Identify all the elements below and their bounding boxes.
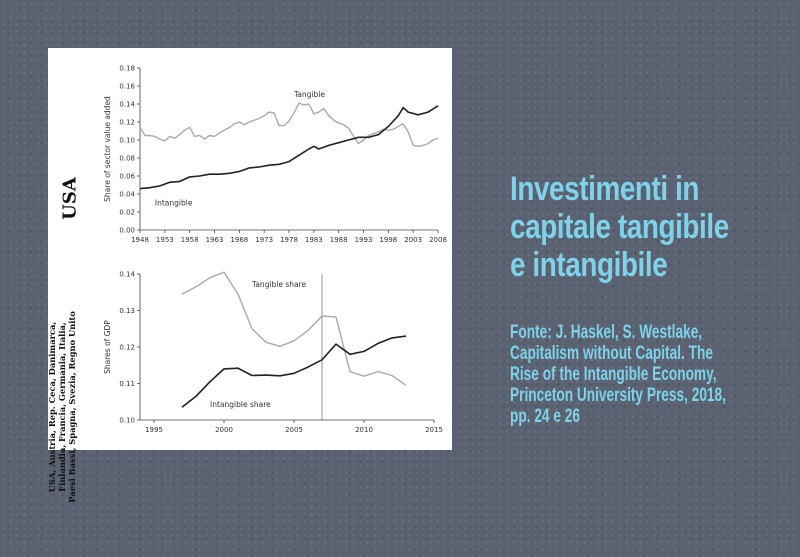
source-citation: Fonte: J. Haskel, S. Westlake, Capitalis… (510, 322, 748, 427)
x-tick-label: 1988 (330, 236, 348, 244)
y-tick-label: 0.08 (119, 155, 135, 163)
series-label: Tangible share (251, 280, 307, 289)
source-line: Capitalism without Capital. The (510, 343, 713, 364)
x-tick-label: 1973 (255, 236, 273, 244)
title-line: Investimenti in (510, 170, 700, 208)
y-tick-label: 0.10 (119, 137, 135, 145)
x-tick-label: 1995 (145, 426, 163, 434)
series-line-tangible-share (181, 271, 407, 386)
x-tick-label: 2000 (215, 426, 233, 434)
x-tick-label: 1993 (355, 236, 373, 244)
y-axis-label: Shares of GDP (103, 320, 112, 374)
y-tick-label: 0.16 (119, 83, 135, 91)
y-tick-label: 0.13 (119, 307, 135, 315)
x-tick-label: 1983 (305, 236, 323, 244)
y-tick-label: 0.14 (119, 271, 135, 279)
source-line: Rise of the Intangible Economy, (510, 364, 717, 385)
x-tick-label: 2008 (429, 236, 447, 244)
y-tick-label: 0.00 (119, 227, 135, 235)
source-line: Princeton University Press, 2018, (510, 385, 726, 406)
usa-label: USA (59, 177, 81, 220)
x-tick-label: 2005 (285, 426, 303, 434)
countries-line: USA, Austria, Rep. Ceca, Danimarca, (47, 321, 57, 493)
series-label: Intangible (155, 199, 193, 208)
countries-line: Finlandia, Francia, Germania, Italia, (57, 322, 67, 492)
y-tick-label: 0.18 (119, 65, 135, 73)
series-line-intangible-share (181, 335, 407, 408)
x-tick-label: 1958 (181, 236, 199, 244)
y-tick-label: 0.14 (119, 101, 135, 109)
y-axis-label: Share of sector value added (103, 96, 112, 202)
countries-line: Paesi Bassi, Spagna, Svezia, Regno Unito (67, 311, 77, 503)
x-tick-label: 2015 (425, 426, 443, 434)
x-tick-label: 2003 (404, 236, 422, 244)
x-tick-label: 1963 (206, 236, 224, 244)
source-line: pp. 24 e 26 (510, 406, 580, 427)
title-line: e intangibile (510, 246, 668, 284)
series-line-intangible (139, 105, 439, 190)
y-tick-label: 0.12 (119, 344, 135, 352)
series-label: Intangible share (210, 400, 271, 409)
x-tick-label: 1948 (131, 236, 149, 244)
y-tick-label: 0.12 (119, 119, 135, 127)
y-tick-label: 0.06 (119, 173, 135, 181)
source-line: Fonte: J. Haskel, S. Westlake, (510, 322, 703, 343)
x-tick-label: 1978 (280, 236, 298, 244)
x-tick-label: 2010 (355, 426, 373, 434)
charts-svg: 0.00 0.02 0.04 0.06 0.08 0.10 0.12 0.14 0.16 0.18… (103, 65, 447, 435)
countries-label: USA, Austria, Rep. Ceca, Danimarca, Finl… (47, 257, 89, 557)
chart-panel: 0.00 0.02 0.04 0.06 0.08 0.10 0.12 0.14 0.16 0.18… (47, 48, 452, 503)
title-line: capitale tangibile (510, 208, 729, 246)
series-line-tangible (139, 102, 439, 148)
x-tick-label: 1998 (379, 236, 397, 244)
y-tick-label: 0.04 (119, 191, 135, 199)
y-tick-label: 0.02 (119, 209, 135, 217)
y-tick-label: 0.10 (119, 417, 135, 425)
x-tick-label: 1968 (230, 236, 248, 244)
slide-title: Investimenti in capitale tangibile e int… (510, 170, 740, 284)
y-tick-label: 0.11 (119, 380, 135, 388)
series-label: Tangible (293, 90, 325, 99)
x-tick-label: 1953 (156, 236, 174, 244)
